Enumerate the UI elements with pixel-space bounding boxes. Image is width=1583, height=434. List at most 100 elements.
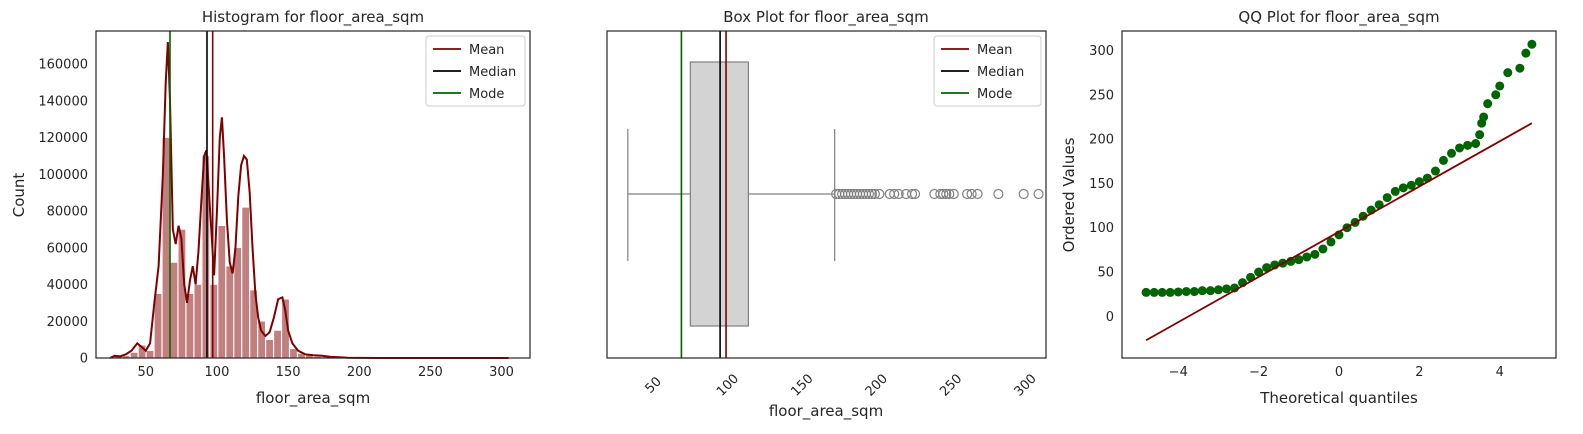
qq-point (1414, 177, 1424, 187)
qq-points (1141, 39, 1537, 297)
qq-point (1302, 252, 1312, 262)
outlier-point (938, 188, 949, 200)
x-tick-label: 100 (205, 365, 230, 380)
qq-point (1294, 255, 1304, 265)
outliers (831, 188, 1044, 200)
boxplot-panel: Box Plot for floor_area_sqm 50 100 150 200 2… (606, 8, 1047, 421)
histogram-bars (114, 137, 354, 359)
boxplot-frame (606, 30, 1047, 359)
outlier-point (909, 188, 921, 200)
x-tick-label: 300 (489, 365, 514, 380)
histogram-bar (185, 293, 194, 359)
legend-median-label: Median (469, 65, 516, 80)
outlier-point (906, 188, 918, 200)
qq-point (1471, 139, 1481, 149)
boxplot-xlabel: floor_area_sqm (769, 402, 883, 421)
histogram-bar (209, 284, 218, 359)
outlier-point (869, 188, 880, 200)
outlier-point (972, 188, 983, 200)
qq-point (1181, 287, 1191, 297)
qq-point (1197, 286, 1207, 296)
outlier-point (863, 188, 875, 200)
y-tick-label: 40000 (47, 278, 88, 293)
qq-point (1165, 287, 1175, 297)
legend-mean-label: Mean (977, 43, 1012, 58)
histogram-bar (130, 352, 139, 359)
qq-point (1475, 130, 1485, 140)
y-tick-label: 80000 (47, 205, 88, 220)
outlier-point (962, 188, 973, 200)
qq-point (1254, 267, 1264, 277)
qq-point (1262, 263, 1272, 273)
histogram-bar (146, 350, 155, 359)
boxplot-title: Box Plot for floor_area_sqm (723, 8, 928, 27)
qq-point (1527, 39, 1537, 49)
histogram-legend: Mean Median Mode (425, 35, 526, 107)
outlier-point (993, 188, 1004, 200)
histogram-bar (241, 207, 250, 359)
qqplot-xlabel: Theoretical quantiles (1259, 389, 1418, 407)
y-tick-label: 0 (1106, 310, 1114, 325)
qq-point (1521, 48, 1531, 58)
outlier-point (966, 188, 977, 200)
y-tick-label: 100 (1089, 221, 1114, 236)
histogram-bar (265, 339, 274, 359)
outlier-point (1018, 188, 1029, 200)
y-tick-label: 140000 (38, 94, 88, 109)
y-tick-label: 50 (1097, 266, 1114, 281)
qq-point (1495, 81, 1505, 91)
qqplot-x-ticks: −4 −2 0 2 4 (1169, 365, 1504, 380)
kde-curve (109, 41, 509, 359)
y-tick-label: 200 (1089, 133, 1114, 148)
x-tick-label: 0 (1335, 365, 1343, 380)
x-tick-label: 250 (937, 371, 965, 399)
y-tick-label: 150 (1089, 177, 1114, 192)
qqplot-y-ticks: 0 50 100 150 200 250 300 (1089, 44, 1114, 325)
outlier-point (866, 188, 877, 200)
qq-point (1503, 68, 1513, 78)
y-tick-label: 160000 (38, 58, 88, 73)
boxplot-legend: Mean Median Mode (933, 35, 1042, 107)
outlier-point (944, 188, 955, 200)
qq-point (1406, 180, 1416, 190)
histogram-bar (154, 293, 163, 359)
histogram-title: Histogram for floor_area_sqm (202, 8, 424, 27)
qqplot-title: QQ Plot for floor_area_sqm (1238, 8, 1439, 27)
outlier-point (889, 188, 900, 200)
histogram-x-ticks: 50 100 150 200 250 300 (138, 365, 514, 380)
qq-point (1141, 287, 1151, 297)
histogram-bar (233, 247, 242, 359)
histogram-ylabel: Count (10, 173, 28, 218)
histogram-xlabel: floor_area_sqm (256, 389, 370, 408)
y-tick-label: 0 (80, 352, 88, 367)
x-tick-label: −2 (1249, 365, 1268, 380)
qq-point (1390, 186, 1400, 196)
qq-point (1463, 140, 1473, 150)
y-tick-label: 300 (1089, 44, 1114, 59)
qq-point (1438, 155, 1448, 165)
outlier-point (1033, 188, 1044, 200)
qq-point (1382, 193, 1392, 203)
legend-box (933, 35, 1042, 107)
qq-point (1173, 287, 1183, 297)
qq-point (1221, 284, 1231, 294)
x-tick-label: 50 (138, 365, 155, 380)
histogram-bar (257, 320, 266, 359)
x-tick-label: 200 (347, 365, 372, 380)
x-tick-label: 250 (418, 365, 443, 380)
outlier-point (948, 188, 959, 200)
x-tick-label: −4 (1169, 365, 1188, 380)
x-tick-label: 300 (1012, 371, 1040, 399)
histogram-y-ticks: 0 20000 40000 60000 80000 100000 120000 140000 1… (38, 58, 88, 367)
qq-point (1205, 286, 1215, 296)
histogram-bar (193, 284, 202, 359)
qq-point (1149, 287, 1159, 297)
x-tick-label: 200 (863, 371, 891, 399)
histogram-bar (217, 225, 226, 359)
y-tick-label: 250 (1089, 88, 1114, 103)
x-tick-label: 150 (788, 371, 816, 399)
qq-point (1326, 237, 1336, 247)
x-tick-label: 2 (1415, 365, 1423, 380)
y-tick-label: 120000 (38, 131, 88, 146)
